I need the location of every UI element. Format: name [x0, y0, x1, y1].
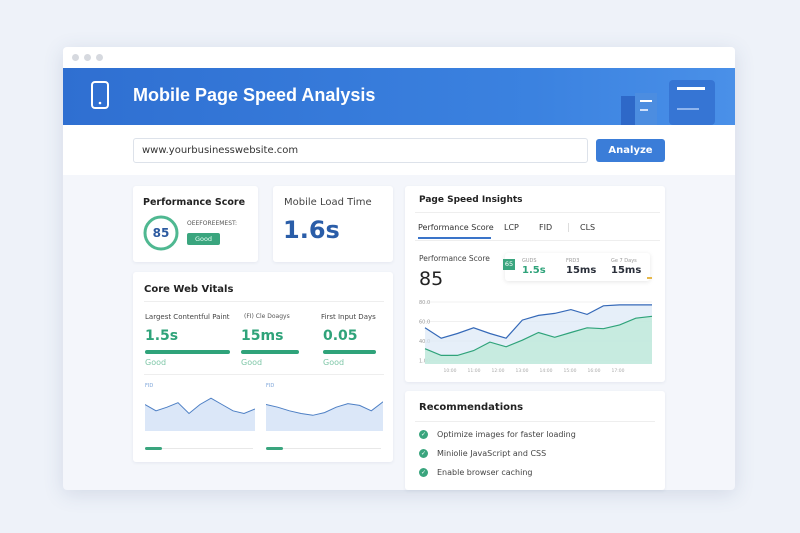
metric-bar [323, 350, 376, 354]
metric-status: Good [323, 358, 345, 367]
mini-chart-line [145, 397, 255, 415]
divider [415, 240, 660, 241]
divider [144, 301, 384, 302]
x-tick-label: 14:00 [540, 368, 553, 374]
mini-chart-area [266, 401, 383, 431]
tooltip-value: 15ms [611, 265, 642, 276]
header: Mobile Page Speed Analysis [63, 68, 735, 125]
recommendation-item: ✓ Enable browser caching [419, 468, 576, 477]
metric-value: 15ms [241, 328, 284, 344]
card-title: Page Speed Insights [419, 195, 523, 205]
card-title: Performance Score [143, 197, 246, 208]
metric-bar [241, 350, 299, 354]
x-tick-label: 11:00 [468, 368, 481, 374]
divider [415, 212, 660, 213]
metric-value: 0.05 [323, 328, 358, 344]
window-maximize-button[interactable] [96, 54, 103, 61]
analyze-button[interactable]: Analyze [596, 139, 665, 162]
active-tab-indicator [418, 237, 491, 239]
check-icon: ✓ [419, 449, 428, 458]
score-label: Performance Score [419, 254, 490, 263]
performance-chart: 80.0 60.0 40.0 1.00 10:00 11:00 12:00 13:00 14:0… [419, 300, 653, 374]
tab-cls[interactable]: CLS [580, 223, 596, 232]
tooltip-label: FRD3 [566, 258, 580, 264]
metric-label: (FI) Cle Doagys [244, 313, 290, 320]
divider [568, 223, 569, 232]
metric-status: Good [145, 358, 167, 367]
score-value: 85 [419, 268, 444, 290]
mini-chart-1 [145, 397, 255, 431]
series-line [424, 304, 652, 339]
tooltip-label: GUDS [522, 258, 537, 264]
divider [415, 421, 655, 422]
tooltip-label: Ge 7 Days [611, 258, 637, 264]
y-tick-label: 60.0 [419, 320, 430, 326]
status-badge: Good [187, 233, 220, 245]
mini-chart-label: FID [266, 383, 275, 389]
check-icon: ✓ [419, 430, 428, 439]
x-tick-label: 15:00 [564, 368, 577, 374]
recommendation-text: Optimize images for faster loading [437, 430, 576, 439]
load-time-card: Mobile Load Time 1.6s [273, 186, 393, 262]
card-title: Core Web Vitals [144, 284, 234, 295]
series-line [424, 315, 653, 356]
metric-bar [145, 350, 230, 354]
x-tick-label: 16:00 [588, 368, 601, 374]
url-input[interactable]: www.yourbusinesswebsite.com [133, 138, 588, 163]
metric-label: Largest Contentful Paint [145, 313, 230, 321]
recommendations-card: Recommendations ✓ Optimize images for fas… [405, 391, 665, 490]
card-title: Recommendations [419, 402, 524, 413]
recommendation-list: ✓ Optimize images for faster loading ✓ Min… [419, 430, 576, 487]
core-web-vitals-card: Core Web Vitals Largest Contentful Paint… [133, 272, 393, 462]
y-tick-label: 80.0 [419, 300, 430, 306]
score-ring [143, 215, 179, 251]
x-tick-label: 10:00 [444, 368, 457, 374]
card-title: Mobile Load Time [284, 197, 372, 208]
window-close-button[interactable] [72, 54, 79, 61]
load-time-value: 1.6s [283, 216, 340, 244]
metric-label: First Input Days [321, 313, 376, 321]
series-area [425, 316, 652, 364]
recommendation-item: ✓ Miniolie JavaScript and CSS [419, 449, 576, 458]
recommendation-text: Miniolie JavaScript and CSS [437, 449, 547, 458]
mini-chart-2 [266, 401, 383, 431]
tooltip-value: 15ms [566, 265, 597, 276]
mini-chart-scrollbar[interactable] [145, 447, 162, 450]
y-tick-label: 1.00 [419, 359, 430, 365]
legend-marker [647, 277, 652, 279]
window-minimize-button[interactable] [84, 54, 91, 61]
mini-chart-scrollbar[interactable] [266, 447, 283, 450]
mini-chart-label: FID [145, 383, 154, 389]
check-icon: ✓ [419, 468, 428, 477]
tab-performance-score[interactable]: Performance Score [418, 223, 494, 232]
search-bar: www.yourbusinesswebsite.com Analyze [63, 125, 735, 175]
mini-chart-area [145, 398, 255, 431]
dashboard-illustration-icon [621, 80, 715, 125]
page-speed-insights-card: Page Speed Insights Performance Score LC… [405, 186, 665, 382]
metric-value: 1.5s [145, 328, 179, 344]
score-label: OEEFOREEMEST: [187, 220, 238, 227]
x-tick-label: 13:00 [516, 368, 529, 374]
scroll-track [266, 448, 381, 449]
y-tick-label: 40.0 [419, 339, 430, 345]
scroll-track [145, 448, 253, 449]
title-bar [63, 47, 735, 68]
x-tick-label: 17:00 [612, 368, 625, 374]
page-title: Mobile Page Speed Analysis [133, 85, 376, 105]
mini-chart-line [266, 401, 383, 416]
recommendation-text: Enable browser caching [437, 468, 533, 477]
tooltip-value: 1.5s [522, 265, 546, 276]
performance-score-card: Performance Score 85 OEEFOREEMEST: Good [133, 186, 258, 262]
recommendation-item: ✓ Optimize images for faster loading [419, 430, 576, 439]
mobile-phone-icon [91, 81, 109, 109]
metric-status: Good [241, 358, 263, 367]
tooltip-badge: 65 [503, 259, 515, 270]
tab-lcp[interactable]: LCP [504, 223, 519, 232]
x-tick-label: 12:00 [492, 368, 505, 374]
divider [144, 374, 384, 375]
score-value: 85 [152, 226, 170, 240]
tooltip: 65 GUDS 1.5s FRD3 15ms Ge 7 Days 15ms [503, 253, 650, 281]
tab-fid[interactable]: FID [539, 223, 553, 232]
